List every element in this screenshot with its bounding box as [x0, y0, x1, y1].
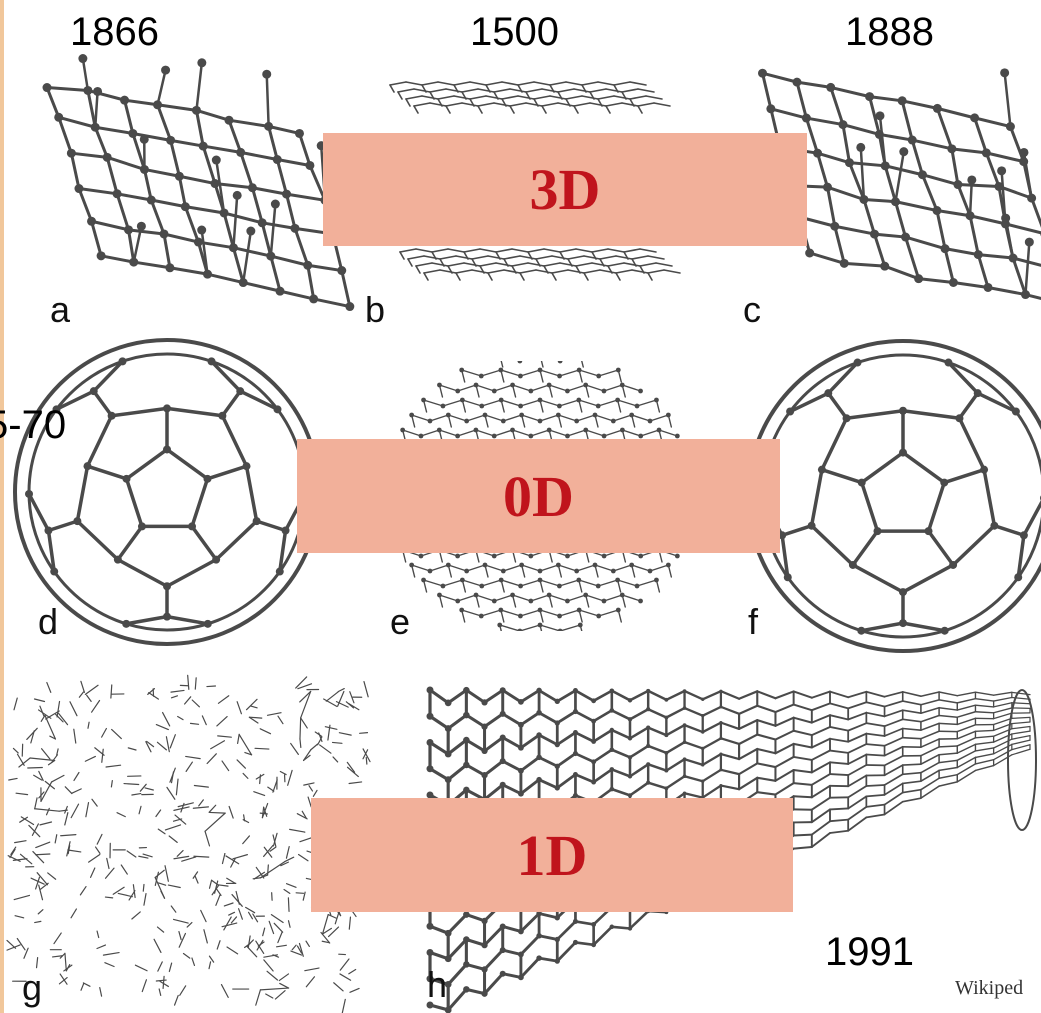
diamond-lattice-structure	[42, 54, 355, 312]
year-label-c60: 5-70	[0, 403, 67, 447]
dimension-box-0d: 0D	[297, 439, 780, 553]
panel-label-c: c	[743, 289, 761, 330]
graphite-sheet-bottom	[399, 248, 681, 281]
dimension-label-1d: 1D	[516, 822, 588, 888]
page-left-edge	[0, 0, 4, 1013]
panel-label-h: h	[427, 964, 448, 1005]
panel-label-d: d	[38, 601, 59, 642]
dimension-label-3d: 3D	[529, 157, 601, 222]
year-label-diamond: 1866	[70, 10, 159, 54]
panel-label-a: a	[50, 289, 71, 330]
image-credit: Wikiped	[955, 977, 1024, 999]
dimension-label-0d: 0D	[503, 463, 574, 529]
panel-label-e: e	[390, 601, 411, 642]
year-label-nanotube: 1991	[825, 930, 914, 974]
graphite-sheet-top	[389, 81, 671, 114]
lonsdaleite-lattice-structure	[758, 68, 1041, 300]
dimension-box-1d: 1D	[311, 798, 793, 912]
year-label-lonsdaleite: 1888	[845, 10, 934, 54]
c60-fullerene-right	[746, 339, 1041, 653]
panel-label-g: g	[22, 967, 43, 1008]
panel-label-b: b	[365, 289, 386, 330]
c60-fullerene-left	[13, 338, 321, 646]
year-label-graphite: 1500	[470, 10, 559, 54]
panel-label-f: f	[748, 601, 759, 642]
dimension-box-3d: 3D	[323, 133, 807, 246]
